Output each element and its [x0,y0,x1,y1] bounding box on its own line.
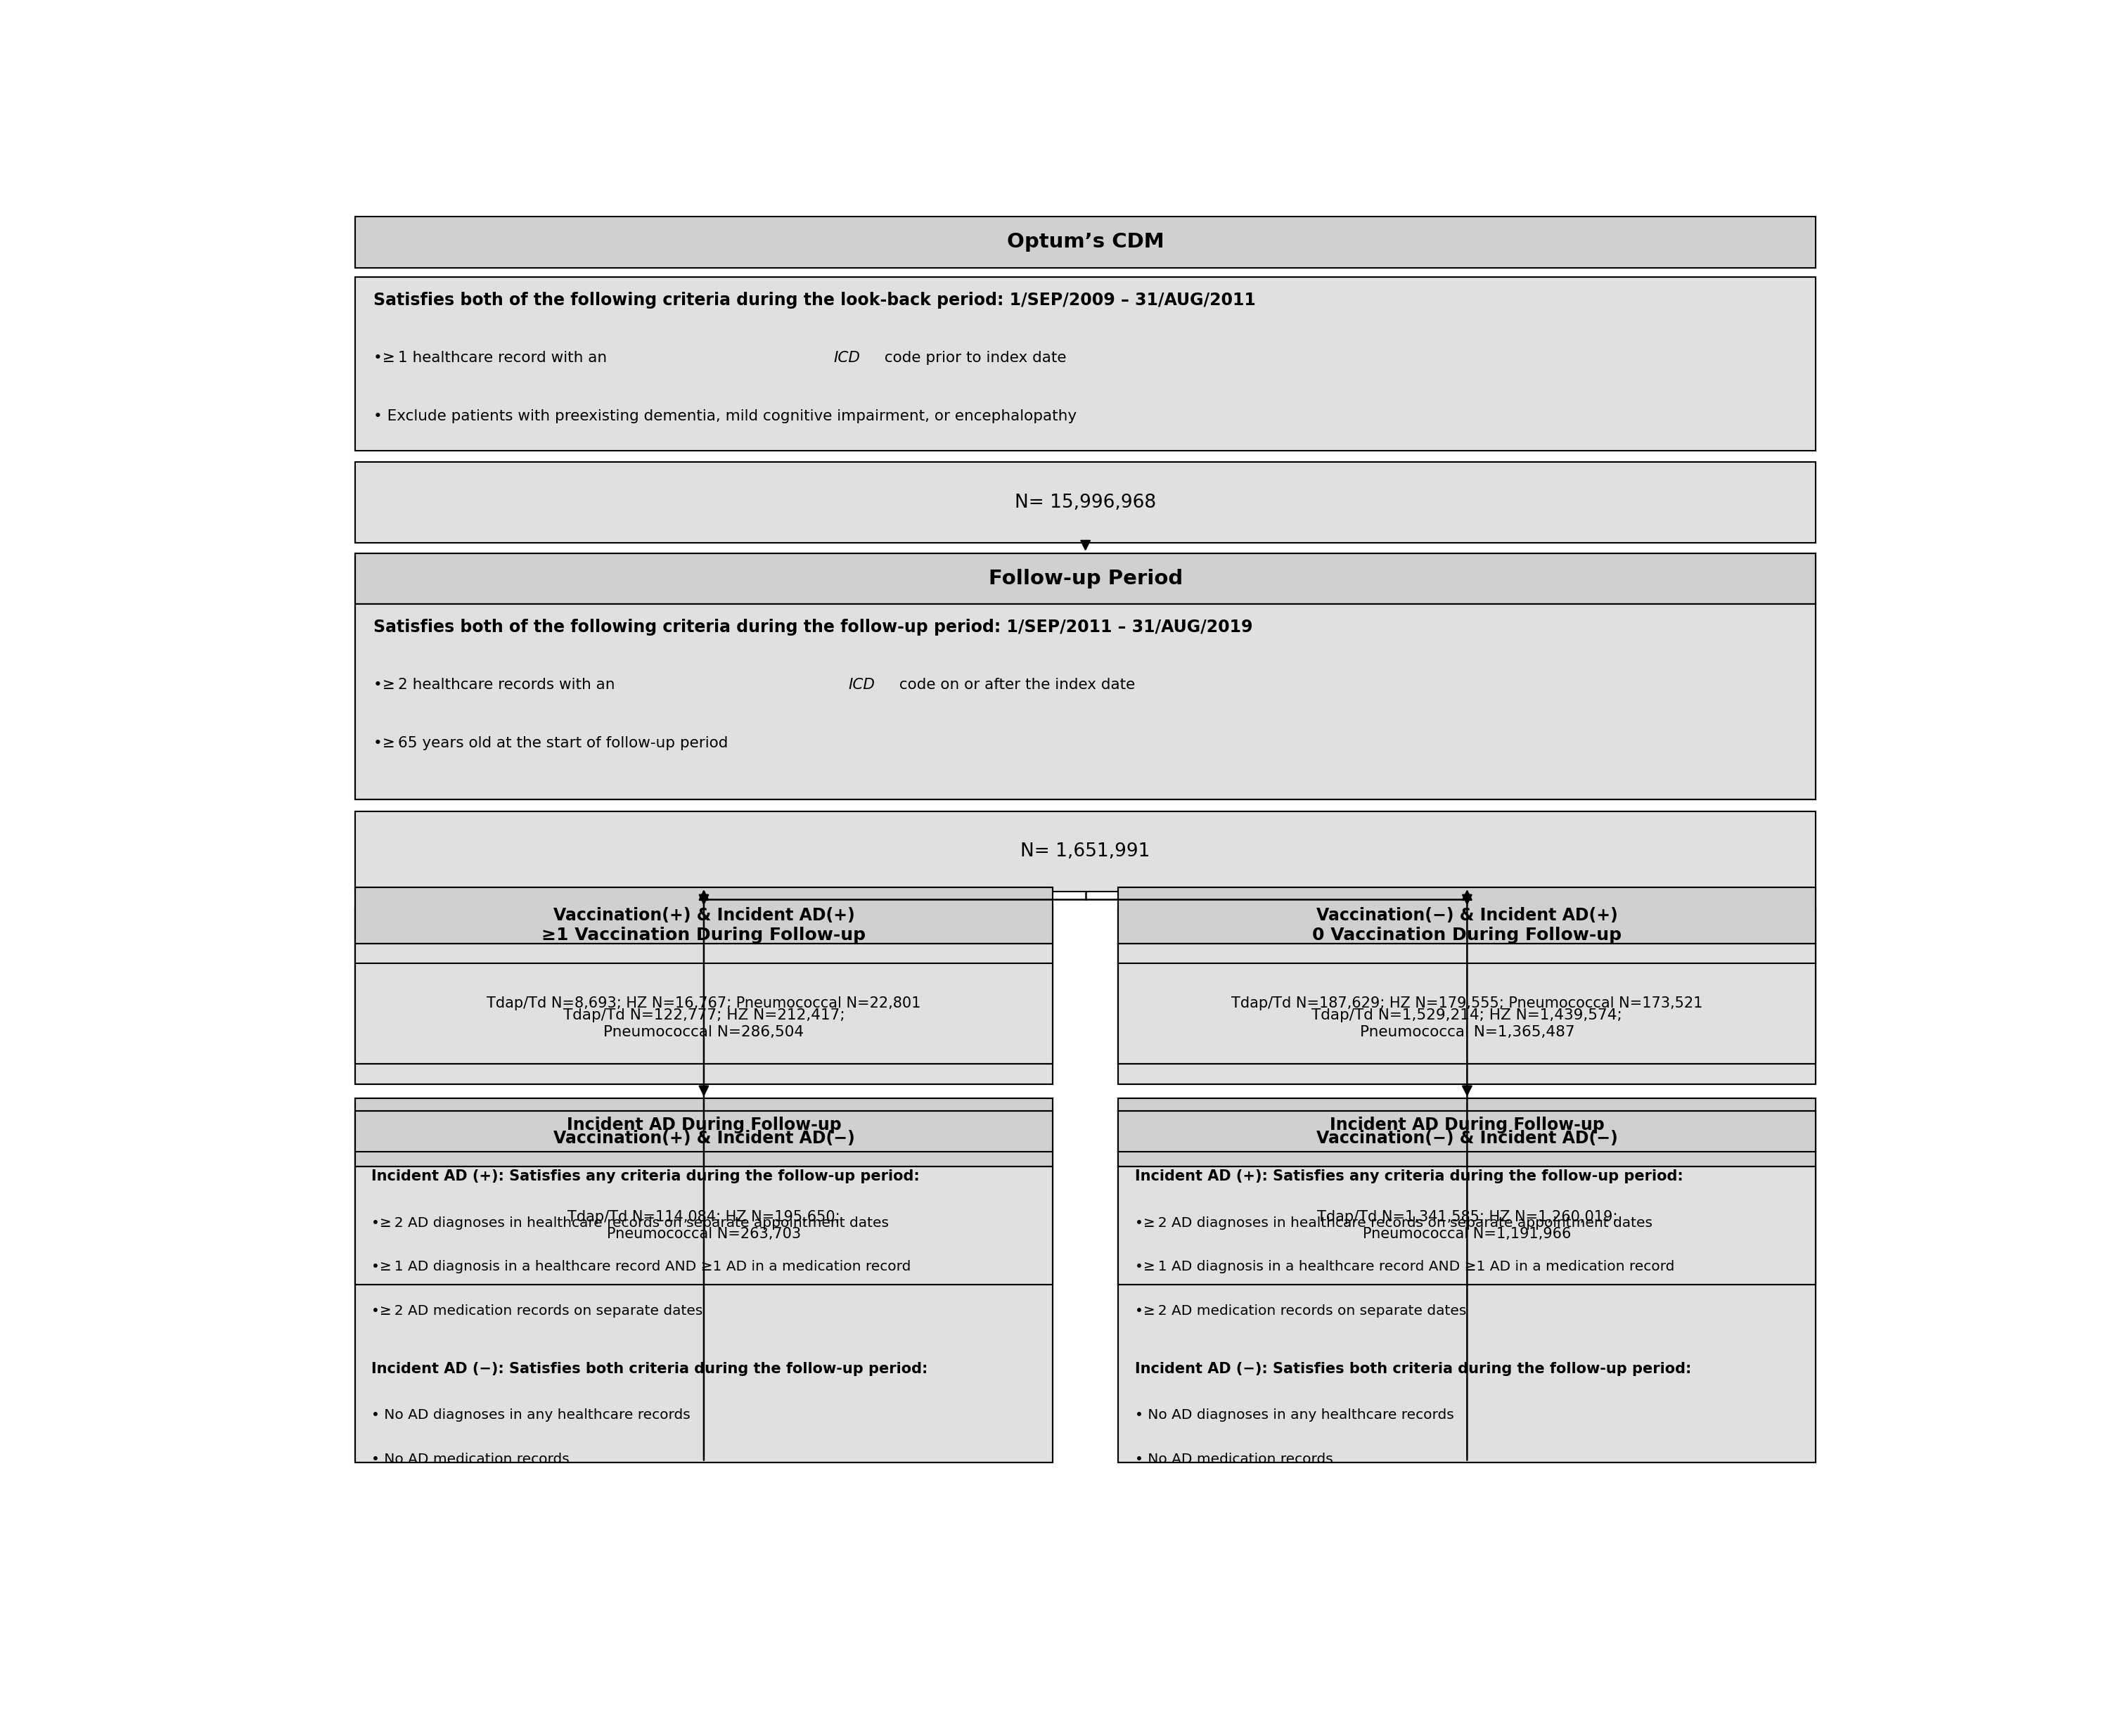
FancyBboxPatch shape [1118,1099,1815,1153]
Text: ICD: ICD [834,351,860,365]
FancyBboxPatch shape [1118,1167,1815,1285]
Text: Follow-up Period: Follow-up Period [989,569,1182,589]
Text: Incident AD (+): Satisfies any criteria during the follow-up period:: Incident AD (+): Satisfies any criteria … [1135,1170,1684,1184]
FancyBboxPatch shape [1118,887,1815,944]
Text: •≥ 1 healthcare record with an: •≥ 1 healthcare record with an [373,351,612,365]
Text: •≥ 2 AD medication records on separate dates: •≥ 2 AD medication records on separate d… [1135,1304,1466,1318]
Text: •≥ 2 AD diagnoses in healthcare records on separate appointment dates: •≥ 2 AD diagnoses in healthcare records … [1135,1217,1652,1229]
Text: code prior to index date: code prior to index date [879,351,1067,365]
Text: Vaccination(−) & Incident AD(−): Vaccination(−) & Incident AD(−) [1317,1130,1618,1147]
Text: Vaccination(−) & Incident AD(+): Vaccination(−) & Incident AD(+) [1317,906,1618,924]
FancyBboxPatch shape [356,1111,1053,1167]
FancyBboxPatch shape [356,217,1815,267]
FancyBboxPatch shape [356,908,1053,963]
Text: • No AD diagnoses in any healthcare records: • No AD diagnoses in any healthcare reco… [371,1408,690,1422]
Text: 0 Vaccination During Follow-up: 0 Vaccination During Follow-up [1313,927,1622,944]
FancyBboxPatch shape [356,462,1815,543]
Text: • No AD diagnoses in any healthcare records: • No AD diagnoses in any healthcare reco… [1135,1408,1453,1422]
FancyBboxPatch shape [1118,944,1815,1064]
Text: •≥ 1 AD diagnosis in a healthcare record AND ≥1 AD in a medication record: •≥ 1 AD diagnosis in a healthcare record… [371,1260,911,1274]
Text: •≥ 65 years old at the start of follow-up period: •≥ 65 years old at the start of follow-u… [373,736,729,750]
Text: •≥ 2 healthcare records with an: •≥ 2 healthcare records with an [373,677,618,691]
Text: ≥1 Vaccination During Follow-up: ≥1 Vaccination During Follow-up [542,927,866,944]
Text: Satisfies both of the following criteria during the follow-up period: 1/SEP/2011: Satisfies both of the following criteria… [373,618,1252,635]
FancyBboxPatch shape [1118,908,1815,963]
Text: Vaccination(+) & Incident AD(+): Vaccination(+) & Incident AD(+) [553,906,854,924]
Text: Tdap/Td N=8,693; HZ N=16,767; Pneumococcal N=22,801: Tdap/Td N=8,693; HZ N=16,767; Pneumococc… [487,996,921,1010]
FancyBboxPatch shape [356,604,1815,799]
FancyBboxPatch shape [1118,1153,1815,1462]
Text: Vaccination(+) & Incident AD(−): Vaccination(+) & Incident AD(−) [553,1130,854,1147]
FancyBboxPatch shape [356,1099,1053,1153]
FancyBboxPatch shape [356,1153,1053,1462]
Text: N= 1,651,991: N= 1,651,991 [1021,842,1150,861]
Text: Incident AD During Follow-up: Incident AD During Follow-up [1330,1116,1605,1134]
Text: • Exclude patients with preexisting dementia, mild cognitive impairment, or ence: • Exclude patients with preexisting deme… [373,410,1076,424]
FancyBboxPatch shape [356,811,1815,891]
Text: Incident AD (+): Satisfies any criteria during the follow-up period:: Incident AD (+): Satisfies any criteria … [371,1170,919,1184]
Text: Tdap/Td N=187,629; HZ N=179,555; Pneumococcal N=173,521: Tdap/Td N=187,629; HZ N=179,555; Pneumoc… [1231,996,1703,1010]
FancyBboxPatch shape [356,963,1053,1083]
Text: •≥ 2 AD medication records on separate dates: •≥ 2 AD medication records on separate d… [371,1304,703,1318]
Text: •≥ 1 AD diagnosis in a healthcare record AND ≥1 AD in a medication record: •≥ 1 AD diagnosis in a healthcare record… [1135,1260,1675,1274]
Text: Incident AD (−): Satisfies both criteria during the follow-up period:: Incident AD (−): Satisfies both criteria… [1135,1363,1690,1377]
Text: Tdap/Td N=1,529,214; HZ N=1,439,574;
Pneumococcal N=1,365,487: Tdap/Td N=1,529,214; HZ N=1,439,574; Pne… [1311,1009,1622,1038]
Text: Incident AD During Follow-up: Incident AD During Follow-up [566,1116,841,1134]
FancyBboxPatch shape [356,944,1053,1064]
FancyBboxPatch shape [356,887,1053,944]
Text: ICD: ICD [849,677,875,691]
FancyBboxPatch shape [356,278,1815,451]
FancyBboxPatch shape [356,1167,1053,1285]
FancyBboxPatch shape [356,554,1815,604]
FancyBboxPatch shape [1118,963,1815,1083]
Text: Optum’s CDM: Optum’s CDM [1006,233,1165,252]
Text: code on or after the index date: code on or after the index date [894,677,1135,691]
Text: Tdap/Td N=114,084; HZ N=195,650;
Pneumococcal N=263,703: Tdap/Td N=114,084; HZ N=195,650; Pneumoc… [568,1210,841,1241]
Text: • No AD medication records: • No AD medication records [1135,1453,1332,1467]
FancyBboxPatch shape [1118,1111,1815,1167]
Text: N= 15,996,968: N= 15,996,968 [1015,493,1156,512]
Text: Satisfies both of the following criteria during the look-back period: 1/SEP/2009: Satisfies both of the following criteria… [373,292,1256,309]
Text: • No AD medication records: • No AD medication records [371,1453,570,1467]
Text: Tdap/Td N=1,341,585; HZ N=1,260,019;
Pneumococcal N=1,191,966: Tdap/Td N=1,341,585; HZ N=1,260,019; Pne… [1317,1210,1618,1241]
Text: •≥ 2 AD diagnoses in healthcare records on separate appointment dates: •≥ 2 AD diagnoses in healthcare records … [371,1217,890,1229]
Text: Tdap/Td N=122,777; HZ N=212,417;
Pneumococcal N=286,504: Tdap/Td N=122,777; HZ N=212,417; Pneumoc… [563,1009,845,1038]
Text: Incident AD (−): Satisfies both criteria during the follow-up period:: Incident AD (−): Satisfies both criteria… [371,1363,928,1377]
